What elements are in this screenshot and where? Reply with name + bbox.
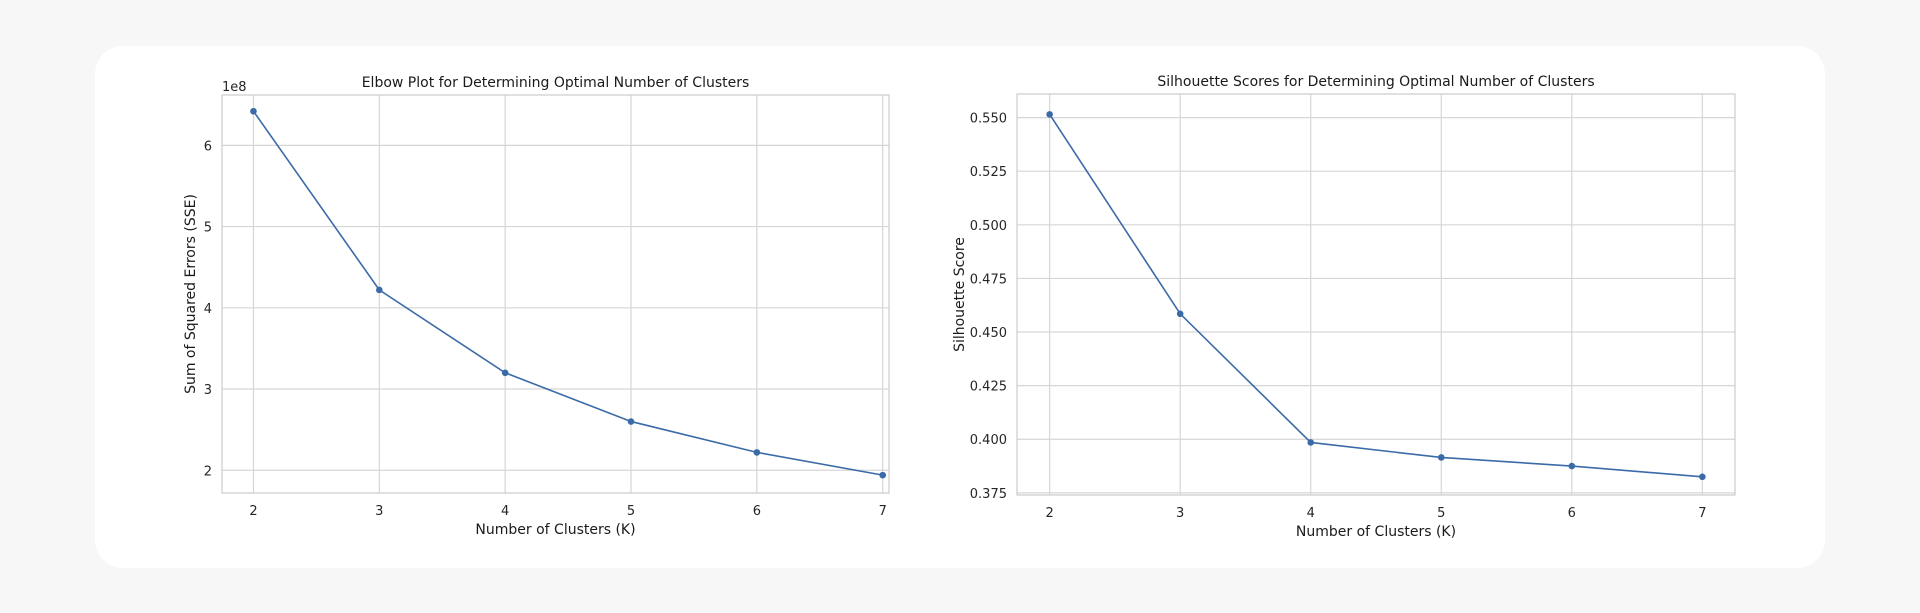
silhouette-y-tick-label: 0.500 xyxy=(970,219,1007,234)
elbow-y-offset-label: 1e8 xyxy=(222,80,247,95)
elbow-xticks: 2 3 4 5 6 7 xyxy=(249,504,887,519)
silhouette-y-tick-label: 0.475 xyxy=(970,272,1007,287)
silhouette-y-tick-label: 0.425 xyxy=(970,380,1007,395)
elbow-chart: 2 3 4 5 6 7 2 3 4 5 6 Elbow Plot for Determining … xyxy=(183,75,890,538)
silhouette-y-tick-label: 0.525 xyxy=(970,165,1007,180)
silhouette-x-tick-label: 3 xyxy=(1176,506,1184,521)
elbow-x-tick-label: 7 xyxy=(879,504,887,519)
silhouette-yticks: 0.375 0.400 0.425 0.450 0.475 0.500 0.525 0.550 xyxy=(970,112,1007,502)
silhouette-plot-frame xyxy=(1016,93,1736,496)
silhouette-x-tick-label: 2 xyxy=(1045,506,1053,521)
elbow-x-tick-label: 5 xyxy=(627,504,635,519)
silhouette-data-point xyxy=(1568,462,1576,470)
silhouette-y-tick-label: 0.450 xyxy=(970,326,1007,341)
elbow-yticks: 2 3 4 5 6 xyxy=(204,139,212,479)
elbow-y-tick-label: 5 xyxy=(204,221,212,236)
silhouette-y-tick-label: 0.550 xyxy=(970,112,1007,127)
elbow-data-point xyxy=(879,471,887,479)
elbow-y-tick-label: 4 xyxy=(204,302,212,317)
elbow-x-tick-label: 3 xyxy=(375,504,383,519)
silhouette-x-tick-label: 6 xyxy=(1568,506,1576,521)
elbow-y-tick-label: 2 xyxy=(204,464,212,479)
elbow-x-axis-label: Number of Clusters (K) xyxy=(475,522,635,538)
silhouette-y-tick-label: 0.375 xyxy=(970,487,1007,502)
elbow-data-point xyxy=(376,286,383,294)
silhouette-data-point xyxy=(1176,310,1184,318)
elbow-data-point xyxy=(250,107,257,115)
elbow-x-tick-label: 4 xyxy=(501,504,509,519)
silhouette-xticks: 2 3 4 5 6 7 xyxy=(1045,506,1706,521)
silhouette-chart-title: Silhouette Scores for Determining Optima… xyxy=(1157,74,1594,90)
silhouette-x-tick-label: 5 xyxy=(1437,506,1445,521)
silhouette-grid xyxy=(1017,94,1735,495)
elbow-data-point xyxy=(627,418,635,425)
chart-card xyxy=(95,46,1825,568)
elbow-series-line xyxy=(252,110,883,476)
elbow-y-tick-label: 6 xyxy=(204,139,212,154)
elbow-plot-frame xyxy=(221,94,890,494)
silhouette-data-point xyxy=(1699,473,1706,481)
elbow-data-point xyxy=(501,369,509,377)
elbow-chart-title: Elbow Plot for Determining Optimal Numbe… xyxy=(362,75,750,91)
elbow-data-point xyxy=(753,449,761,456)
silhouette-data-point xyxy=(1307,439,1315,446)
elbow-x-tick-label: 6 xyxy=(753,504,761,519)
silhouette-x-tick-label: 4 xyxy=(1307,506,1315,521)
elbow-y-axis-label: Sum of Squared Errors (SSE) xyxy=(183,194,199,394)
silhouette-y-tick-label: 0.400 xyxy=(970,433,1007,448)
silhouette-x-axis-label: Number of Clusters (K) xyxy=(1296,524,1456,540)
silhouette-data-point xyxy=(1046,111,1053,118)
silhouette-series xyxy=(1046,111,1706,481)
silhouette-chart: 2 3 4 5 6 7 0.375 0.400 0.425 0.450 0.475 0.500 0.5… xyxy=(952,74,1736,540)
silhouette-y-axis-label: Silhouette Score xyxy=(952,237,968,352)
elbow-x-tick-label: 2 xyxy=(249,504,257,519)
elbow-y-tick-label: 3 xyxy=(204,383,212,398)
elbow-grid xyxy=(222,95,889,493)
silhouette-data-point xyxy=(1437,454,1445,461)
elbow-series xyxy=(250,107,887,479)
silhouette-x-tick-label: 7 xyxy=(1698,506,1706,521)
silhouette-series-line xyxy=(1048,113,1703,478)
